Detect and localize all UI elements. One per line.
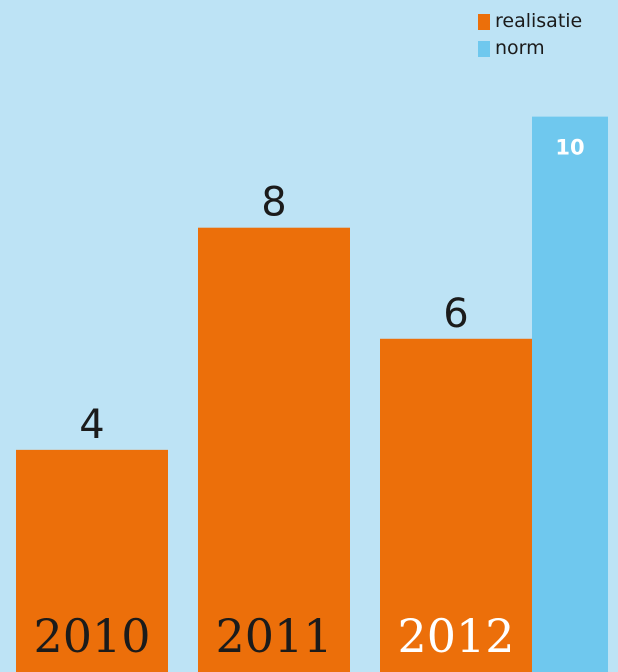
category-label-2010: 2010	[33, 609, 150, 663]
value-label-2011: 8	[261, 180, 286, 226]
bar-realisatie-2012	[380, 338, 532, 672]
legend-label-realisatie: realisatie	[495, 10, 583, 32]
bar-realisatie-2011	[198, 227, 350, 672]
legend-swatch-norm	[478, 40, 490, 57]
value-label-2010: 4	[79, 402, 104, 448]
legend-label-norm: norm	[495, 37, 545, 59]
bar-norm-2012	[532, 116, 608, 672]
bar-realisatie-2010	[16, 449, 168, 672]
legend-item-realisatie: realisatie	[478, 8, 582, 35]
value-label-2012: 6	[443, 291, 468, 337]
legend: realisatie norm	[478, 8, 582, 62]
category-label-2012: 2012	[397, 609, 514, 663]
legend-item-norm: norm	[478, 35, 582, 62]
legend-swatch-realisatie	[478, 13, 490, 30]
value-label-norm-2012: 10	[555, 136, 584, 160]
category-label-2011: 2011	[215, 609, 332, 663]
